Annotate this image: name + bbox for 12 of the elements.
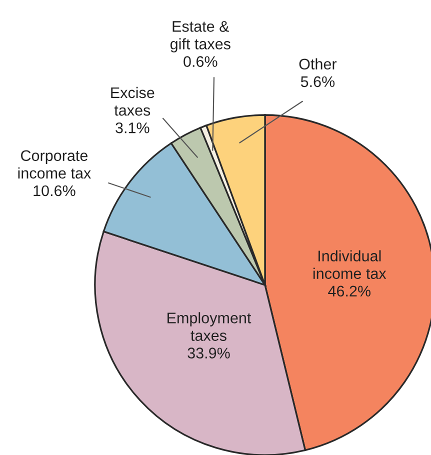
data-label: 46.2% — [328, 286, 371, 297]
slice-label: Estate & gift taxes — [170, 21, 230, 52]
slice-label: Other — [299, 58, 337, 70]
data-label: 10.6% — [34, 185, 76, 196]
slice-label: Employment taxes — [168, 312, 252, 341]
data-label: 5.6% — [300, 76, 335, 88]
slice-label: Corporate income tax — [18, 150, 91, 179]
data-label: 33.9% — [188, 348, 230, 359]
slice-label: Excise taxes — [111, 86, 154, 116]
data-label: 3.1% — [116, 122, 150, 134]
slice-label: Individual income tax — [313, 250, 386, 279]
data-label: 0.6% — [184, 56, 218, 67]
